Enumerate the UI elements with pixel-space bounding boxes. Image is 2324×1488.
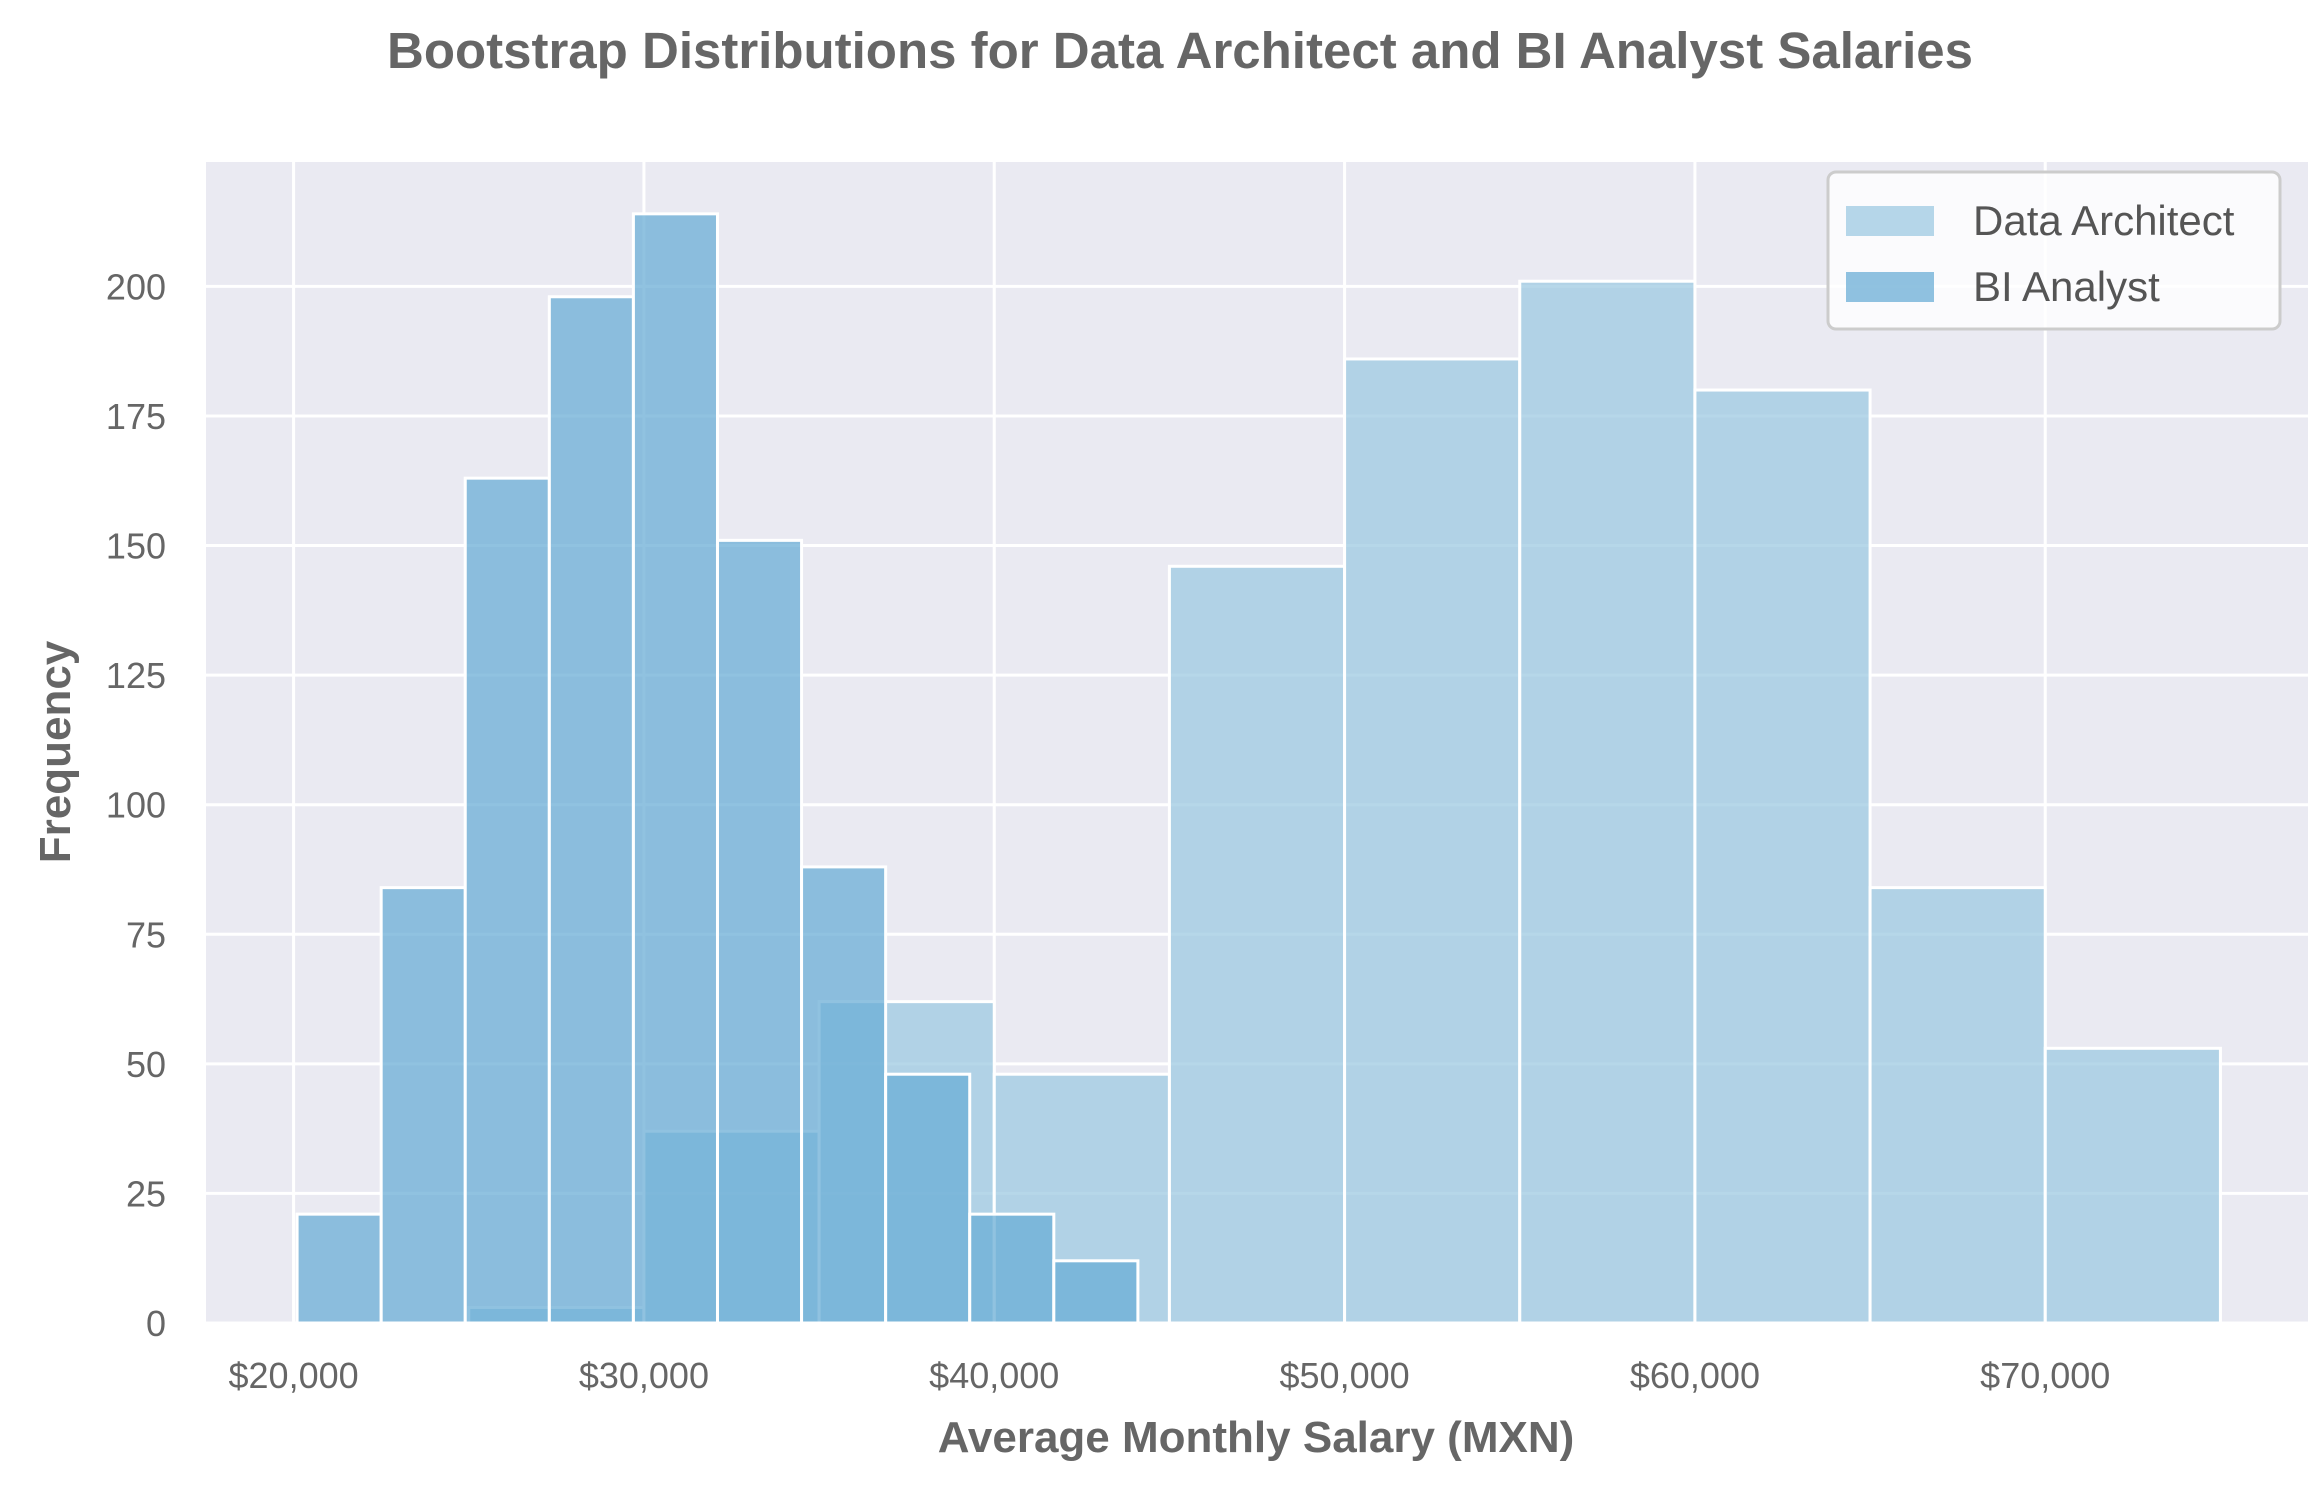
bar-bi-analyst bbox=[715, 538, 804, 1325]
legend: Data Architect BI Analyst bbox=[1826, 170, 2282, 331]
y-tick-label: 175 bbox=[106, 396, 166, 437]
x-axis-label: Average Monthly Salary (MXN) bbox=[938, 1413, 1575, 1462]
x-tick-label: $40,000 bbox=[929, 1355, 1059, 1396]
legend-swatch-bi-analyst bbox=[1846, 272, 1934, 302]
y-tick-label: 200 bbox=[106, 266, 166, 307]
x-tick-label: $20,000 bbox=[229, 1355, 359, 1396]
bar-data-architect bbox=[1518, 279, 1697, 1325]
histogram-bars bbox=[295, 212, 2222, 1325]
legend-box bbox=[1826, 170, 2282, 331]
bar-bi-analyst bbox=[800, 865, 888, 1325]
legend-label-bi-analyst: BI Analyst bbox=[1973, 263, 2160, 310]
chart-title: Bootstrap Distributions for Data Archite… bbox=[387, 22, 1973, 79]
legend-swatch-data-architect bbox=[1846, 206, 1934, 236]
bar-bi-analyst bbox=[463, 476, 551, 1325]
x-tick-label: $50,000 bbox=[1280, 1355, 1410, 1396]
bar-bi-analyst bbox=[1052, 1259, 1140, 1325]
y-tick-label: 125 bbox=[106, 655, 166, 696]
bar-bi-analyst bbox=[295, 1212, 383, 1325]
y-tick-label: 50 bbox=[126, 1044, 166, 1085]
y-axis-ticks: 0 25 50 75 100 125 150 175 200 bbox=[106, 266, 166, 1344]
bar-bi-analyst bbox=[968, 1212, 1056, 1325]
bar-bi-analyst bbox=[884, 1072, 972, 1325]
bar-bi-analyst bbox=[547, 295, 635, 1325]
x-tick-label: $30,000 bbox=[579, 1355, 709, 1396]
legend-label-data-architect: Data Architect bbox=[1973, 197, 2235, 244]
bar-data-architect bbox=[1868, 886, 2047, 1325]
y-tick-label: 0 bbox=[146, 1303, 166, 1344]
x-axis-ticks: $20,000 $30,000 $40,000 $50,000 $60,000 $70,0… bbox=[229, 1355, 2111, 1396]
x-tick-label: $60,000 bbox=[1630, 1355, 1760, 1396]
bar-data-architect bbox=[1343, 357, 1522, 1325]
y-tick-label: 150 bbox=[106, 526, 166, 567]
bar-data-architect bbox=[2043, 1046, 2222, 1325]
y-tick-label: 75 bbox=[126, 914, 166, 955]
bar-data-architect bbox=[1167, 564, 1347, 1325]
y-tick-label: 25 bbox=[126, 1173, 166, 1214]
y-axis-label: Frequency bbox=[31, 640, 80, 863]
bar-data-architect bbox=[1693, 388, 1872, 1325]
x-tick-label: $70,000 bbox=[1980, 1355, 2110, 1396]
y-tick-label: 100 bbox=[106, 785, 166, 826]
bar-bi-analyst bbox=[631, 212, 719, 1325]
bar-bi-analyst bbox=[379, 886, 467, 1325]
